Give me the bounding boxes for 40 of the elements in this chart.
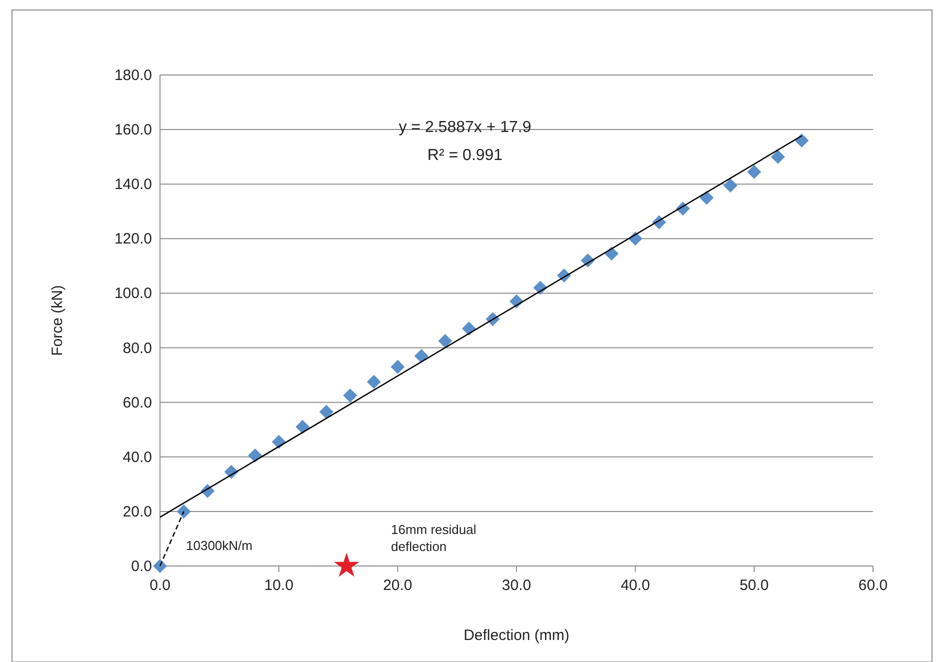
x-tick-label: 40.0 (620, 577, 650, 594)
annotation: y = 2.5887x + 17.9 (398, 119, 532, 136)
point (700, 190, 714, 205)
x-tick-label: 50.0 (740, 577, 769, 594)
annotation: 10300kN/m (186, 538, 252, 553)
point (176, 504, 191, 518)
point (366, 374, 381, 389)
point (334, 552, 360, 577)
point (319, 404, 334, 419)
y-tick-label: 120.0 (114, 230, 152, 248)
y-tick-label: 180.0 (114, 67, 152, 84)
y-tick-label: 0.0 (131, 558, 152, 575)
point (153, 559, 167, 573)
point (747, 164, 762, 179)
y-tick-label: 40.0 (122, 448, 152, 466)
point (794, 133, 809, 148)
point (723, 178, 738, 192)
y-tick-label: 140.0 (114, 176, 152, 194)
y-tick-label: 80.0 (122, 340, 152, 357)
x-tick-label: 10.0 (264, 577, 294, 594)
annotation: R² = 0.991 (427, 147, 503, 164)
y-tick-label: 160.0 (114, 122, 152, 139)
y-tick-label: 60.0 (122, 394, 152, 412)
x-tick-label: 60.0 (858, 577, 888, 594)
point (343, 388, 358, 403)
point (770, 150, 785, 164)
y-tick-label: 100.0 (114, 285, 152, 302)
x-tick-label: 20.0 (383, 577, 412, 594)
y-axis-title: Force (kN) (49, 285, 66, 356)
annotation: 16mm residual deflection (391, 522, 476, 554)
point (296, 420, 310, 434)
point (390, 360, 405, 374)
x-tick-label: 0.0 (150, 577, 170, 594)
point (438, 334, 452, 348)
point (462, 322, 476, 336)
y-tick-label: 20.0 (122, 503, 152, 520)
x-axis-title: Deflection (mm) (464, 627, 570, 644)
point (414, 348, 428, 363)
point (248, 448, 262, 463)
x-tick-label: 30.0 (502, 577, 532, 594)
